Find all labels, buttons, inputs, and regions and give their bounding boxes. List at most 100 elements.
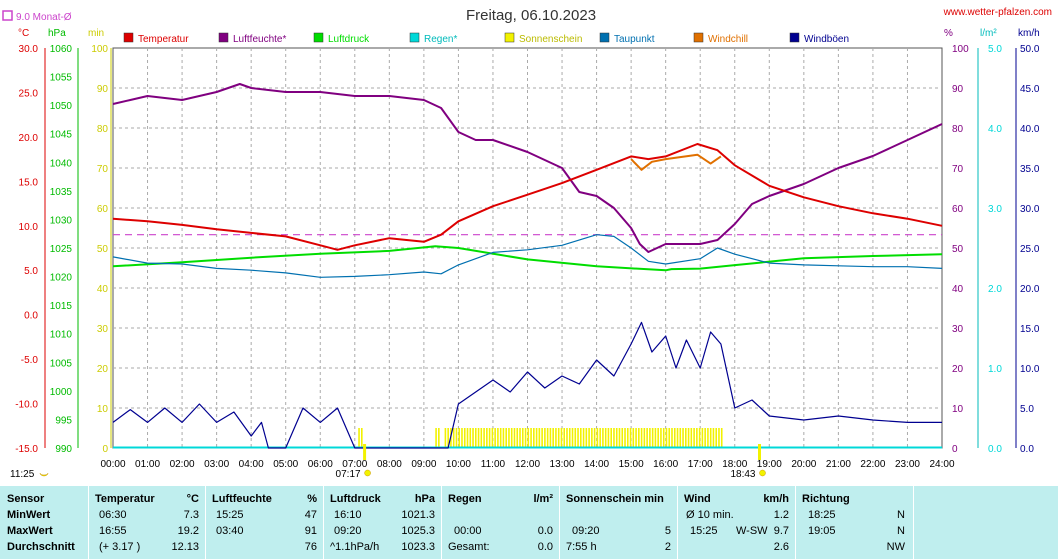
sunshine-bar xyxy=(720,428,723,448)
x-tick-label: 16:00 xyxy=(653,459,678,470)
regen-max-value: 0.0 xyxy=(537,525,553,537)
temp-axis-label: 5.0 xyxy=(24,266,38,277)
sunshine-bar xyxy=(477,428,480,448)
legend-label: Luftdruck xyxy=(328,34,370,45)
pressure-axis-label: 1025 xyxy=(50,244,73,255)
header-wind-unit: km/h xyxy=(763,493,789,505)
legend-label: Windböen xyxy=(804,34,849,45)
sunshine-bar xyxy=(568,428,571,448)
sun-axis-label: 30 xyxy=(97,324,109,335)
sun-axis-label: 40 xyxy=(97,284,109,295)
series-temperatur xyxy=(112,143,943,251)
sun-icon xyxy=(759,469,766,477)
x-tick-label: 00:00 xyxy=(100,459,125,470)
unit-percent: % xyxy=(944,28,953,39)
sunshine-bar xyxy=(508,428,510,448)
humidity-axis-label: 40 xyxy=(952,284,964,295)
sunshine-bar xyxy=(596,428,599,448)
lf-max-time: 03:40 xyxy=(216,525,244,537)
legend-label: Sonnenschein xyxy=(519,34,582,45)
lf-min-time: 15:25 xyxy=(216,509,244,521)
sunshine-bar xyxy=(546,428,549,448)
sunshine-bars xyxy=(358,428,723,448)
sunshine-bar xyxy=(494,428,496,448)
x-tick-label: 17:00 xyxy=(688,459,713,470)
series-windböen xyxy=(112,321,942,449)
site-link[interactable]: www.wetter-pfalzen.com xyxy=(943,7,1052,18)
sun-axis-label: 80 xyxy=(97,124,109,135)
sunshine-bar xyxy=(662,428,665,448)
sunshine-bar xyxy=(602,428,604,448)
ld-min-value: 1021.3 xyxy=(401,509,435,521)
regen-total-value: 0.0 xyxy=(537,541,553,553)
sunshine-bar xyxy=(657,428,659,448)
x-tick-label: 22:00 xyxy=(860,459,885,470)
temp-axis-label: 30.0 xyxy=(19,44,39,55)
sun-axis-label: 10 xyxy=(97,404,109,415)
pressure-axis-label: 1055 xyxy=(50,73,73,84)
sunshine-bar xyxy=(649,428,651,448)
chart-title: Freitag, 06.10.2023 xyxy=(466,7,596,24)
series-taupunkt xyxy=(112,234,943,278)
row-label-min: MinWert xyxy=(7,509,51,521)
month-avg-marker-icon xyxy=(2,10,13,21)
header-ld-unit: hPa xyxy=(414,493,435,505)
legend-swatch xyxy=(123,32,134,43)
legend-label: Regen* xyxy=(424,34,457,45)
wind-axis-label: 30.0 xyxy=(1020,204,1040,215)
x-tick-label: 06:00 xyxy=(308,459,333,470)
wind-axis-label: 45.0 xyxy=(1020,84,1040,95)
temp-axis-label: 15.0 xyxy=(19,177,39,188)
regen-total-label: Gesamt: xyxy=(448,541,490,553)
header-regen: Regen xyxy=(448,493,482,505)
sunshine-bar xyxy=(682,428,684,448)
sunshine-bar xyxy=(458,428,461,448)
sunshine-bar xyxy=(624,428,626,448)
sunshine-bar xyxy=(438,428,440,448)
pressure-axis-label: 1030 xyxy=(50,215,73,226)
weather-chart: Freitag, 06.10.2023 www.wetter-pfalzen.c… xyxy=(2,7,1052,480)
sun-total-hours: 7:55 h xyxy=(566,541,597,553)
lf-avg-value: 76 xyxy=(304,541,317,553)
sunshine-bar xyxy=(668,428,671,448)
sunshine-bar xyxy=(555,428,557,448)
sunshine-bar xyxy=(646,428,648,448)
sunshine-bar xyxy=(538,428,541,448)
sunshine-bar xyxy=(615,428,618,448)
x-tick-label: 01:00 xyxy=(135,459,160,470)
temp-axis-label: 25.0 xyxy=(19,88,39,99)
sunshine-bar xyxy=(643,428,646,448)
x-tick-label: 13:00 xyxy=(550,459,575,470)
sunshine-bar xyxy=(435,428,437,448)
moon-time-label: 11:25 xyxy=(10,469,35,480)
humidity-axis-label: 100 xyxy=(952,44,969,55)
sunshine-bar xyxy=(527,428,530,448)
wind-axis-label: 10.0 xyxy=(1020,364,1040,375)
x-tick-label: 03:00 xyxy=(204,459,229,470)
time-markers: 07:17 18:43 11:25 xyxy=(10,444,766,480)
month-avg-label: 9.0 Monat-Ø xyxy=(16,12,72,23)
pressure-axis-label: 1005 xyxy=(50,358,73,369)
sunshine-bar xyxy=(676,428,679,448)
rain-axis-label: 2.0 xyxy=(988,284,1002,295)
sunshine-bar xyxy=(673,428,676,448)
sunshine-bar xyxy=(582,428,585,448)
header-temp-unit: °C xyxy=(186,493,199,505)
sunshine-bar xyxy=(618,428,621,448)
col-regen: Regen l/m² 00:00 0.0 Gesamt: 0.0 xyxy=(442,486,560,559)
wind-axis-label: 40.0 xyxy=(1020,124,1040,135)
sunshine-bar xyxy=(610,428,612,448)
header-luftfeuchte: Luftfeuchte xyxy=(212,493,272,505)
sunshine-bar xyxy=(516,428,519,448)
temp-axis-label: 20.0 xyxy=(19,133,39,144)
sunshine-bar xyxy=(591,428,593,448)
stats-table: Sensor MinWert MaxWert Durchschnitt Temp… xyxy=(0,486,1058,559)
sun-axis-label: 50 xyxy=(97,244,109,255)
legend-label: Temperatur xyxy=(138,34,189,45)
x-tick-label: 02:00 xyxy=(170,459,195,470)
temp-min-value: 7.3 xyxy=(183,509,199,521)
legend-label: Windchill xyxy=(708,34,748,45)
sunshine-bar xyxy=(466,428,469,448)
series-luftfeuchte xyxy=(112,83,943,253)
x-tick-label: 20:00 xyxy=(791,459,816,470)
